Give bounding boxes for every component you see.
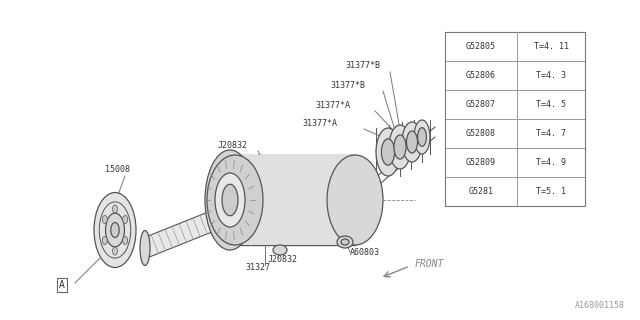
- Text: 15008: 15008: [105, 165, 130, 174]
- Ellipse shape: [376, 128, 400, 176]
- Bar: [445, 119, 585, 148]
- Ellipse shape: [414, 120, 430, 154]
- Text: G52809: G52809: [466, 158, 496, 167]
- Ellipse shape: [222, 184, 238, 216]
- Ellipse shape: [113, 247, 118, 255]
- Ellipse shape: [337, 236, 353, 248]
- Bar: [445, 61, 585, 90]
- Ellipse shape: [207, 155, 263, 245]
- Text: A: A: [59, 280, 65, 290]
- Ellipse shape: [406, 131, 417, 153]
- Text: FRONT: FRONT: [415, 259, 444, 269]
- Ellipse shape: [94, 193, 136, 268]
- Text: T=4. 3: T=4. 3: [536, 71, 566, 80]
- Ellipse shape: [123, 215, 128, 223]
- Ellipse shape: [102, 215, 108, 223]
- Text: 31327: 31327: [245, 263, 270, 272]
- Bar: [445, 90, 585, 119]
- Ellipse shape: [327, 155, 383, 245]
- Polygon shape: [141, 161, 344, 257]
- Text: G52806: G52806: [466, 71, 496, 80]
- Text: G52807: G52807: [466, 100, 496, 109]
- Ellipse shape: [102, 236, 108, 244]
- Bar: [445, 177, 585, 206]
- Ellipse shape: [205, 150, 255, 250]
- Text: G52805: G52805: [466, 42, 496, 51]
- Text: T=4. 7: T=4. 7: [536, 129, 566, 138]
- Ellipse shape: [123, 236, 128, 244]
- Bar: [445, 148, 585, 177]
- Text: T=4. 5: T=4. 5: [536, 100, 566, 109]
- Ellipse shape: [394, 135, 406, 159]
- Text: G5281: G5281: [468, 187, 493, 196]
- Ellipse shape: [341, 239, 349, 245]
- Text: T=4. 11: T=4. 11: [534, 42, 568, 51]
- Ellipse shape: [106, 213, 124, 247]
- Bar: [445, 32, 585, 61]
- Text: T=4. 9: T=4. 9: [536, 158, 566, 167]
- Text: 31377*A: 31377*A: [302, 119, 337, 128]
- Bar: [445, 32, 585, 206]
- Text: A60803: A60803: [350, 248, 380, 257]
- Text: T=5. 1: T=5. 1: [536, 187, 566, 196]
- Ellipse shape: [215, 173, 245, 227]
- Text: A168001158: A168001158: [575, 301, 625, 310]
- Text: 31377*B: 31377*B: [345, 61, 380, 70]
- Ellipse shape: [140, 230, 150, 266]
- Text: J20832: J20832: [268, 255, 298, 264]
- Ellipse shape: [402, 122, 422, 162]
- Ellipse shape: [389, 125, 411, 169]
- Text: J20832: J20832: [218, 141, 248, 150]
- Text: 31377*B: 31377*B: [330, 81, 365, 90]
- Bar: [235, 155, 355, 245]
- Ellipse shape: [111, 222, 119, 237]
- Text: 31377*A: 31377*A: [315, 101, 350, 110]
- Ellipse shape: [418, 128, 426, 146]
- Ellipse shape: [113, 205, 118, 213]
- Ellipse shape: [273, 245, 287, 255]
- Text: G52808: G52808: [466, 129, 496, 138]
- Ellipse shape: [381, 139, 395, 165]
